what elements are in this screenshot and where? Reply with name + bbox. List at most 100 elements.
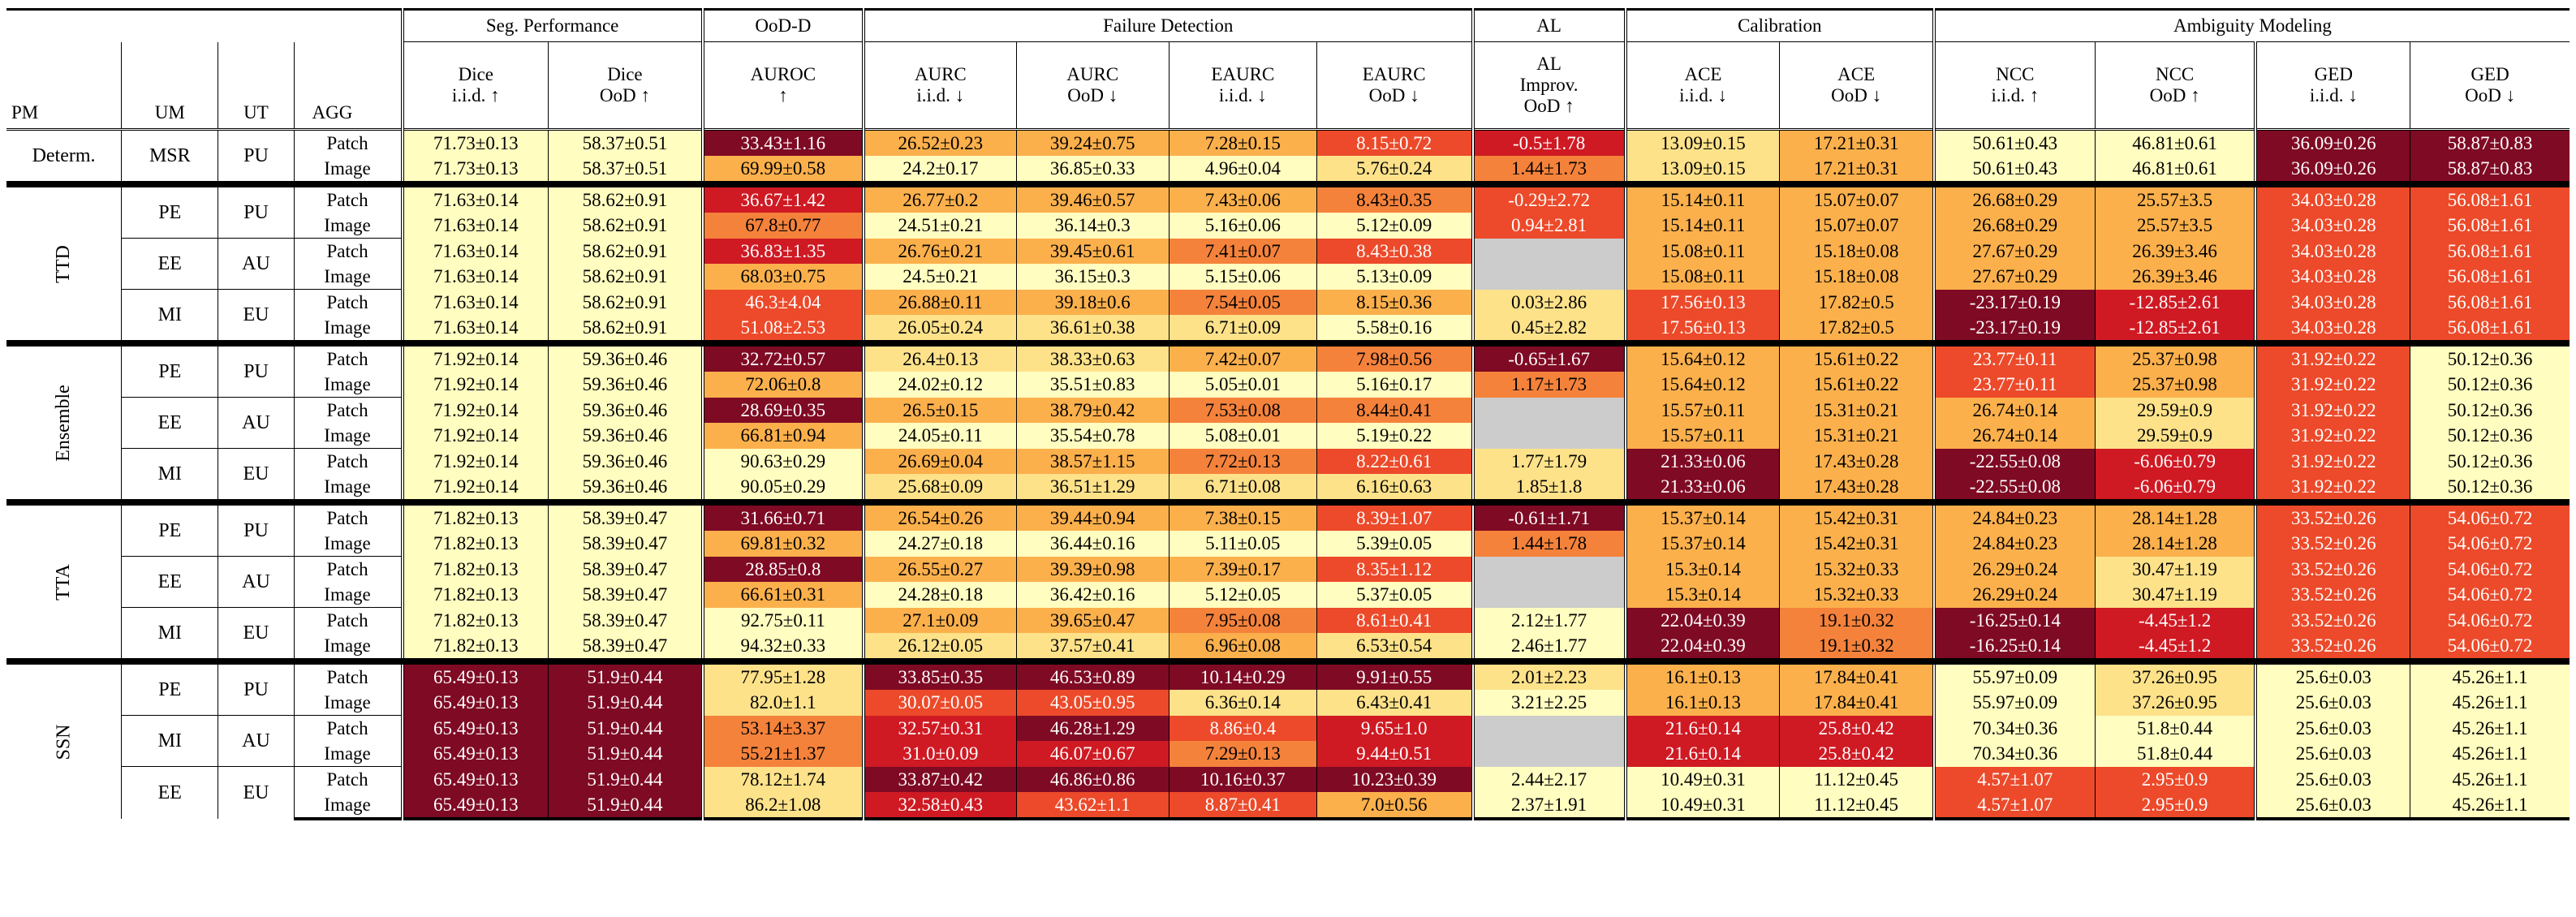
value-cell: 27.1±0.09 — [861, 607, 1017, 633]
value-cell: 7.53±0.08 — [1168, 397, 1317, 423]
value-cell: 36.61±0.38 — [1015, 315, 1170, 343]
col-ncc-ood: NCC OoD ↑ — [2094, 41, 2256, 130]
value-cell: 65.49±0.13 — [400, 766, 549, 792]
value-cell: 7.0±0.56 — [1316, 792, 1473, 820]
value-cell: 34.03±0.28 — [2254, 238, 2410, 264]
table-row: EE AU Patch 71.82±0.13 58.39±0.47 28.85±0.8 26… — [6, 556, 2570, 608]
aggregation-cell: Image — [293, 531, 403, 557]
value-cell: 37.26±0.95 — [2094, 690, 2256, 716]
aggregation-cell: Image — [293, 156, 403, 184]
value-cell: 21.33±0.06 — [1623, 448, 1780, 474]
value-cell: 26.29±0.24 — [1932, 582, 2096, 608]
value-cell: 56.08±1.61 — [2410, 181, 2570, 213]
value-cell: 1.77±1.79 — [1471, 448, 1626, 474]
value-cell: 51.9±0.44 — [548, 741, 703, 767]
proposal-method-label: Ensemble — [53, 384, 75, 462]
value-cell: 5.16±0.06 — [1168, 213, 1317, 239]
value-cell: 15.57±0.11 — [1623, 397, 1780, 423]
group-seg-performance: Seg. Performance — [400, 8, 703, 42]
table-row: Image 65.49±0.13 51.9±0.44 86.2±1.08 32.58±0… — [6, 792, 2570, 820]
table-row: Image 71.63±0.14 58.62±0.91 68.03±0.75 24.5±… — [6, 264, 2570, 290]
value-cell: 54.06±0.72 — [2410, 556, 2570, 582]
value-cell: 71.63±0.14 — [400, 213, 549, 239]
value-cell: 56.08±1.61 — [2410, 238, 2570, 264]
uncertainty-measure-cell: EE — [121, 397, 218, 449]
value-cell: 10.16±0.37 — [1168, 766, 1317, 792]
table-row: Image 71.82±0.13 58.39±0.47 66.61±0.31 24.28… — [6, 582, 2570, 608]
group-active-learning: AL — [1471, 8, 1626, 42]
table-row: Image 71.82±0.13 58.39±0.47 94.32±0.33 26.12… — [6, 633, 2570, 661]
value-cell: 28.14±1.28 — [2094, 531, 2256, 557]
value-cell: 15.42±0.31 — [1779, 499, 1934, 531]
value-cell: -16.25±0.14 — [1932, 633, 2096, 661]
value-cell: 6.53±0.54 — [1316, 633, 1473, 661]
uncertainty-measure-cell: PE — [121, 499, 218, 557]
value-cell: -0.61±1.71 — [1471, 499, 1626, 531]
value-cell: 1.17±1.73 — [1471, 372, 1626, 398]
value-cell: 46.81±0.61 — [2094, 128, 2256, 156]
value-cell: 15.14±0.11 — [1623, 213, 1780, 239]
value-cell: -22.55±0.08 — [1932, 448, 2096, 474]
col-ace-ood: ACE OoD ↓ — [1779, 41, 1934, 130]
value-cell: 5.76±0.24 — [1316, 156, 1473, 184]
value-cell: 25.6±0.03 — [2254, 690, 2410, 716]
value-cell: 58.39±0.47 — [548, 556, 703, 582]
value-cell: 53.14±3.37 — [700, 715, 864, 741]
value-cell: 90.05±0.29 — [700, 474, 864, 502]
group-calibration: Calibration — [1623, 8, 1934, 42]
value-cell: 28.85±0.8 — [700, 556, 864, 582]
value-cell: 36.85±0.33 — [1015, 156, 1170, 184]
uncertainty-type-cell: EU — [218, 607, 295, 661]
aggregation-cell: Patch — [293, 499, 403, 531]
value-cell: 46.28±1.29 — [1015, 715, 1170, 741]
value-cell: 4.96±0.04 — [1168, 156, 1317, 184]
value-cell: 31.92±0.22 — [2254, 372, 2410, 398]
value-cell: 19.1±0.32 — [1779, 607, 1934, 633]
value-cell: 26.39±3.46 — [2094, 264, 2256, 290]
value-cell: 50.12±0.36 — [2410, 340, 2570, 372]
value-cell: 51.08±2.53 — [700, 315, 864, 343]
value-cell: 58.62±0.91 — [548, 289, 703, 315]
value-cell: 2.01±2.23 — [1471, 658, 1626, 690]
value-cell: 15.61±0.22 — [1779, 340, 1934, 372]
value-cell: 24.84±0.23 — [1932, 499, 2096, 531]
value-cell: 36.09±0.26 — [2254, 128, 2410, 156]
value-cell: 17.43±0.28 — [1779, 474, 1934, 502]
results-body: Determ. MSR PU Patch 71.73±0.13 58.37±0.51 33.… — [6, 128, 2570, 820]
value-cell: 5.11±0.05 — [1168, 531, 1317, 557]
group-ood-detection: OoD-D — [700, 8, 864, 42]
value-cell: 30.07±0.05 — [861, 690, 1017, 716]
value-cell — [1471, 741, 1626, 767]
value-cell: 30.47±1.19 — [2094, 582, 2256, 608]
aggregation-cell: Image — [293, 474, 403, 502]
uncertainty-type-cell: EU — [218, 766, 295, 819]
table-row: MI EU Patch 71.82±0.13 58.39±0.47 92.75±0.11 2… — [6, 607, 2570, 661]
aggregation-cell: Patch — [293, 715, 403, 741]
value-cell: 24.28±0.18 — [861, 582, 1017, 608]
value-cell: 26.05±0.24 — [861, 315, 1017, 343]
col-ace-iid: ACE i.i.d. ↓ — [1623, 41, 1780, 130]
value-cell: 65.49±0.13 — [400, 658, 549, 690]
value-cell: 1.44±1.73 — [1471, 156, 1626, 184]
uncertainty-type-cell: AU — [218, 397, 295, 449]
value-cell: 17.82±0.5 — [1779, 315, 1934, 343]
value-cell: 26.29±0.24 — [1932, 556, 2096, 582]
value-cell: 71.73±0.13 — [400, 128, 549, 156]
value-cell: 2.95±0.9 — [2094, 792, 2256, 820]
group-ambiguity-modeling: Ambiguity Modeling — [1932, 8, 2570, 42]
col-aurc-iid: AURC i.i.d. ↓ — [861, 41, 1017, 130]
value-cell: 58.62±0.91 — [548, 238, 703, 264]
uncertainty-measure-cell: MI — [121, 289, 218, 343]
value-cell: 25.6±0.03 — [2254, 658, 2410, 690]
value-cell: 17.82±0.5 — [1779, 289, 1934, 315]
value-cell: 5.37±0.05 — [1316, 582, 1473, 608]
value-cell: 58.39±0.47 — [548, 499, 703, 531]
value-cell: 26.54±0.26 — [861, 499, 1017, 531]
value-cell: 5.16±0.17 — [1316, 372, 1473, 398]
value-cell: 31.92±0.22 — [2254, 423, 2410, 449]
value-cell: 15.42±0.31 — [1779, 531, 1934, 557]
value-cell: 17.84±0.41 — [1779, 690, 1934, 716]
value-cell: 25.37±0.98 — [2094, 372, 2256, 398]
table-row: Determ. MSR PU Patch 71.73±0.13 58.37±0.51 33.… — [6, 128, 2570, 184]
value-cell: 17.56±0.13 — [1623, 315, 1780, 343]
